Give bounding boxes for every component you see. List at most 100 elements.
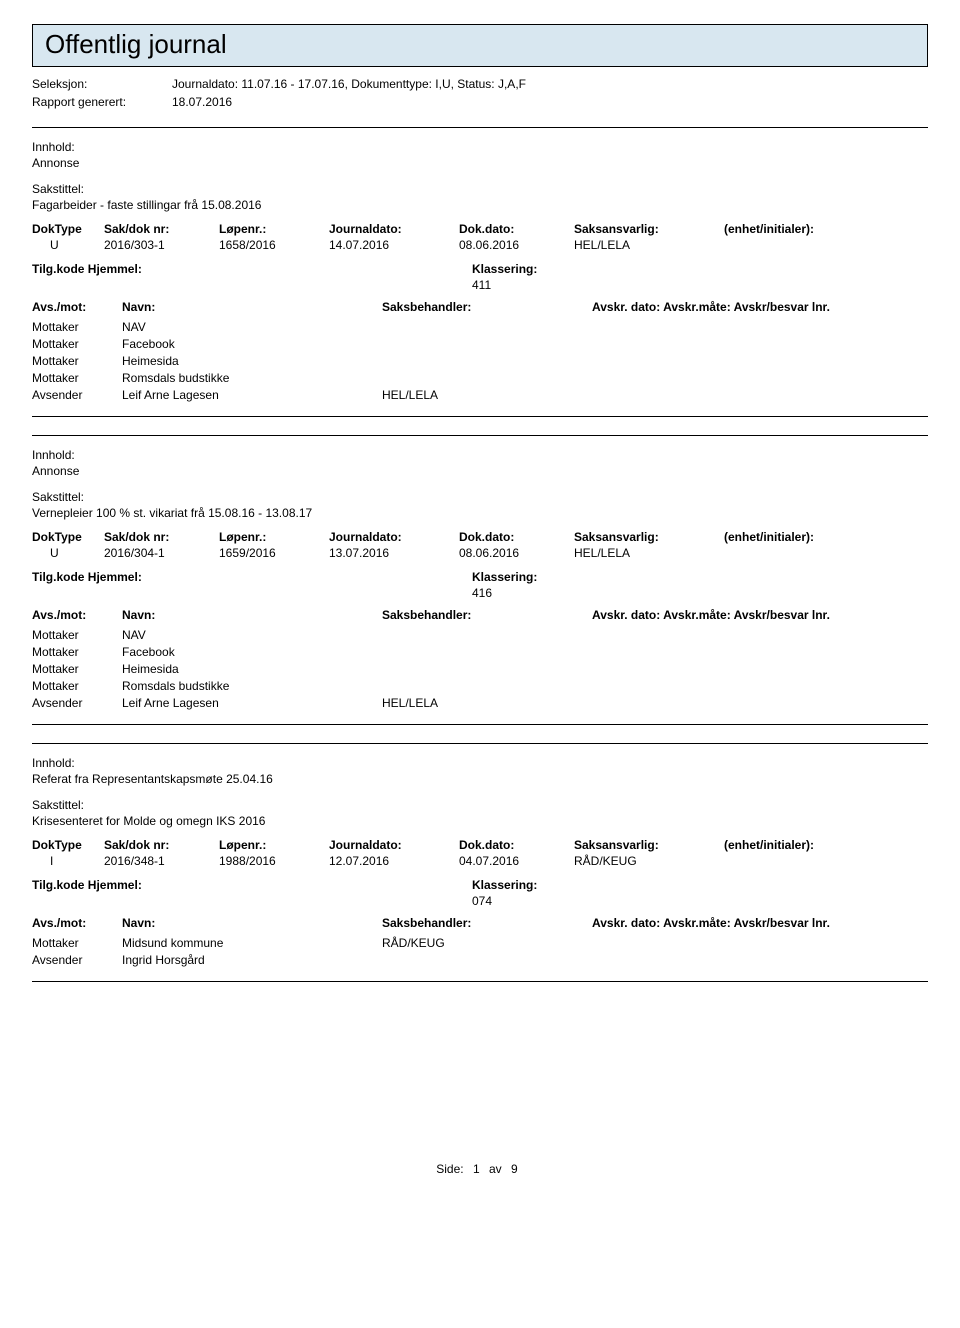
val-doktype: I [32, 854, 104, 868]
tilgkode-label: Tilg.kode [32, 262, 84, 276]
rapport-value: 18.07.2016 [172, 95, 232, 109]
hdr-saksansvarlig: Saksansvarlig: [574, 530, 724, 544]
hjemmel-label: Hjemmel: [88, 878, 142, 892]
column-headers: DokType Sak/dok nr: Løpenr.: Journaldato… [32, 838, 928, 852]
party-handler: HEL/LELA [382, 696, 592, 710]
hdr-saksbehandler: Saksbehandler: [382, 916, 592, 930]
avsmot-header: Avs./mot: Navn: Saksbehandler: Avskr. da… [32, 300, 928, 314]
val-enhet [724, 854, 874, 868]
party-row: Avsender Ingrid Horsgård [32, 953, 928, 967]
val-lopenr: 1988/2016 [219, 854, 329, 868]
journal-entry: Innhold: Referat fra Representantskapsmø… [32, 743, 928, 982]
innhold-label: Innhold: [32, 448, 928, 462]
party-role: Mottaker [32, 371, 122, 385]
hdr-journaldato: Journaldato: [329, 530, 459, 544]
val-sakdok: 2016/304-1 [104, 546, 219, 560]
column-values: I 2016/348-1 1988/2016 12.07.2016 04.07.… [32, 854, 928, 868]
journal-entry: Innhold: Annonse Sakstittel: Vernepleier… [32, 435, 928, 725]
hdr-saksansvarlig: Saksansvarlig: [574, 838, 724, 852]
party-name: Ingrid Horsgård [122, 953, 382, 967]
avsmot-header: Avs./mot: Navn: Saksbehandler: Avskr. da… [32, 608, 928, 622]
val-doktype: U [32, 546, 104, 560]
klassering-block: Tilg.kode Hjemmel: Klassering: 416 [32, 570, 928, 600]
party-handler [382, 628, 592, 642]
party-name: NAV [122, 628, 382, 642]
party-role: Mottaker [32, 337, 122, 351]
val-dokdato: 04.07.2016 [459, 854, 574, 868]
rapport-row: Rapport generert: 18.07.2016 [32, 95, 928, 109]
tilgkode-label: Tilg.kode [32, 878, 84, 892]
hdr-saksbehandler: Saksbehandler: [382, 608, 592, 622]
hdr-saksansvarlig: Saksansvarlig: [574, 222, 724, 236]
klassering-block: Tilg.kode Hjemmel: Klassering: 411 [32, 262, 928, 292]
party-handler: RÅD/KEUG [382, 936, 592, 950]
party-name: Leif Arne Lagesen [122, 696, 382, 710]
party-role: Avsender [32, 388, 122, 402]
hjemmel-label: Hjemmel: [88, 570, 142, 584]
party-name: Romsdals budstikke [122, 679, 382, 693]
seleksjon-row: Seleksjon: Journaldato: 11.07.16 - 17.07… [32, 77, 928, 91]
val-sakdok: 2016/348-1 [104, 854, 219, 868]
hdr-journaldato: Journaldato: [329, 838, 459, 852]
hdr-avskr: Avskr. dato: Avskr.måte: Avskr/besvar ln… [592, 916, 928, 930]
klassering-label: Klassering: [472, 262, 537, 276]
hdr-doktype: DokType [32, 838, 104, 852]
party-handler [382, 320, 592, 334]
hdr-dokdato: Dok.dato: [459, 530, 574, 544]
sakstittel-value: Fagarbeider - faste stillingar frå 15.08… [32, 198, 928, 212]
party-name: Heimesida [122, 662, 382, 676]
sakstittel-label: Sakstittel: [32, 798, 928, 812]
hdr-enhet: (enhet/initialer): [724, 838, 874, 852]
hdr-enhet: (enhet/initialer): [724, 222, 874, 236]
klassering-block: Tilg.kode Hjemmel: Klassering: 074 [32, 878, 928, 908]
tilgkode-label: Tilg.kode [32, 570, 84, 584]
val-lopenr: 1658/2016 [219, 238, 329, 252]
party-row: Mottaker Heimesida [32, 354, 928, 368]
val-journaldato: 12.07.2016 [329, 854, 459, 868]
val-dokdato: 08.06.2016 [459, 546, 574, 560]
val-journaldato: 13.07.2016 [329, 546, 459, 560]
innhold-label: Innhold: [32, 140, 928, 154]
sakstittel-value: Vernepleier 100 % st. vikariat frå 15.08… [32, 506, 928, 520]
party-handler [382, 953, 592, 967]
val-sakdok: 2016/303-1 [104, 238, 219, 252]
column-values: U 2016/303-1 1658/2016 14.07.2016 08.06.… [32, 238, 928, 252]
hdr-lopenr: Løpenr.: [219, 530, 329, 544]
sakstittel-value: Krisesenteret for Molde og omegn IKS 201… [32, 814, 928, 828]
header-box: Offentlig journal [32, 24, 928, 67]
hdr-navn: Navn: [122, 916, 382, 930]
hdr-avsmot: Avs./mot: [32, 300, 122, 314]
val-dokdato: 08.06.2016 [459, 238, 574, 252]
page-title: Offentlig journal [45, 29, 915, 60]
party-handler [382, 662, 592, 676]
val-journaldato: 14.07.2016 [329, 238, 459, 252]
party-name: NAV [122, 320, 382, 334]
column-values: U 2016/304-1 1659/2016 13.07.2016 08.06.… [32, 546, 928, 560]
av-label: av [489, 1162, 502, 1176]
party-row: Mottaker Midsund kommune RÅD/KEUG [32, 936, 928, 950]
innhold-label: Innhold: [32, 756, 928, 770]
val-saksansvarlig: RÅD/KEUG [574, 854, 724, 868]
party-role: Avsender [32, 696, 122, 710]
klassering-label: Klassering: [472, 570, 537, 584]
val-saksansvarlig: HEL/LELA [574, 546, 724, 560]
klassering-value: 416 [472, 586, 537, 600]
hdr-navn: Navn: [122, 608, 382, 622]
party-row: Mottaker NAV [32, 320, 928, 334]
hdr-dokdato: Dok.dato: [459, 838, 574, 852]
party-row: Avsender Leif Arne Lagesen HEL/LELA [32, 696, 928, 710]
party-role: Mottaker [32, 662, 122, 676]
party-name: Heimesida [122, 354, 382, 368]
klassering-value: 074 [472, 894, 537, 908]
party-row: Mottaker Romsdals budstikke [32, 371, 928, 385]
hdr-avskr: Avskr. dato: Avskr.måte: Avskr/besvar ln… [592, 608, 928, 622]
party-role: Mottaker [32, 354, 122, 368]
innhold-value: Referat fra Representantskapsmøte 25.04.… [32, 772, 928, 786]
party-row: Mottaker Romsdals budstikke [32, 679, 928, 693]
party-role: Mottaker [32, 320, 122, 334]
party-row: Mottaker Heimesida [32, 662, 928, 676]
hjemmel-label: Hjemmel: [88, 262, 142, 276]
hdr-sakdok: Sak/dok nr: [104, 222, 219, 236]
hdr-lopenr: Løpenr.: [219, 222, 329, 236]
party-row: Mottaker NAV [32, 628, 928, 642]
